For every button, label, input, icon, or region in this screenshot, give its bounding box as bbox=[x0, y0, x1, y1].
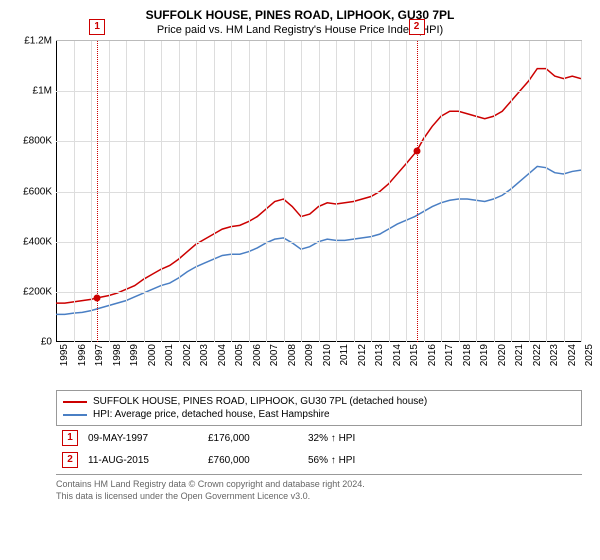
x-tick-label: 1996 bbox=[77, 344, 88, 366]
sale-row: 2 11-AUG-2015 £760,000 56% ↑ HPI bbox=[56, 448, 582, 470]
x-tick-label: 2020 bbox=[497, 344, 508, 366]
sale-vs-hpi: 32% ↑ HPI bbox=[308, 433, 355, 444]
x-tick-label: 2022 bbox=[532, 344, 543, 366]
y-tick-label: £0 bbox=[41, 337, 52, 348]
x-tick-label: 2017 bbox=[444, 344, 455, 366]
y-tick-label: £400K bbox=[23, 236, 52, 247]
x-tick-label: 2008 bbox=[287, 344, 298, 366]
sale-marker-point bbox=[94, 294, 101, 301]
legend-label: SUFFOLK HOUSE, PINES ROAD, LIPHOOK, GU30… bbox=[93, 396, 427, 407]
x-tick-label: 2010 bbox=[322, 344, 333, 366]
x-tick-label: 2006 bbox=[252, 344, 263, 366]
x-tick-label: 2016 bbox=[427, 344, 438, 366]
x-tick-label: 2018 bbox=[462, 344, 473, 366]
x-tick-label: 1998 bbox=[112, 344, 123, 366]
x-tick-label: 2024 bbox=[567, 344, 578, 366]
x-tick-label: 2013 bbox=[374, 344, 385, 366]
x-tick-label: 2000 bbox=[147, 344, 158, 366]
sale-row-badge: 2 bbox=[62, 452, 78, 468]
legend-swatch bbox=[63, 414, 87, 416]
sale-price: £176,000 bbox=[208, 433, 298, 444]
y-tick-label: £1.2M bbox=[24, 36, 52, 47]
y-tick-label: £800K bbox=[23, 136, 52, 147]
legend-item: HPI: Average price, detached house, East… bbox=[63, 408, 575, 421]
legend: SUFFOLK HOUSE, PINES ROAD, LIPHOOK, GU30… bbox=[56, 390, 582, 426]
x-tick-label: 2015 bbox=[409, 344, 420, 366]
x-tick-label: 2002 bbox=[182, 344, 193, 366]
sale-date: 09-MAY-1997 bbox=[88, 433, 198, 444]
sale-vs-hpi: 56% ↑ HPI bbox=[308, 455, 355, 466]
y-tick-label: £200K bbox=[23, 286, 52, 297]
footer-line-1: Contains HM Land Registry data © Crown c… bbox=[56, 479, 582, 491]
x-tick-label: 2007 bbox=[269, 344, 280, 366]
x-tick-label: 2019 bbox=[479, 344, 490, 366]
x-tick-label: 2023 bbox=[549, 344, 560, 366]
sale-marker-badge: 1 bbox=[89, 19, 105, 35]
x-tick-label: 2003 bbox=[199, 344, 210, 366]
footer: Contains HM Land Registry data © Crown c… bbox=[56, 474, 582, 502]
chart-container: SUFFOLK HOUSE, PINES ROAD, LIPHOOK, GU30… bbox=[0, 0, 600, 560]
x-tick-label: 2001 bbox=[164, 344, 175, 366]
y-tick-label: £1M bbox=[33, 86, 52, 97]
x-tick-label: 2004 bbox=[217, 344, 228, 366]
x-tick-label: 1995 bbox=[59, 344, 70, 366]
x-tick-label: 2009 bbox=[304, 344, 315, 366]
sale-price: £760,000 bbox=[208, 455, 298, 466]
x-tick-label: 2025 bbox=[584, 344, 595, 366]
sale-row: 1 09-MAY-1997 £176,000 32% ↑ HPI bbox=[56, 426, 582, 448]
x-tick-label: 2012 bbox=[357, 344, 368, 366]
legend-item: SUFFOLK HOUSE, PINES ROAD, LIPHOOK, GU30… bbox=[63, 395, 575, 408]
y-tick-label: £600K bbox=[23, 186, 52, 197]
x-tick-label: 2014 bbox=[392, 344, 403, 366]
legend-label: HPI: Average price, detached house, East… bbox=[93, 409, 330, 420]
sale-marker-line bbox=[417, 41, 418, 342]
footer-line-2: This data is licensed under the Open Gov… bbox=[56, 491, 582, 503]
sale-row-badge: 1 bbox=[62, 430, 78, 446]
sale-date: 11-AUG-2015 bbox=[88, 455, 198, 466]
plot-region: £0£200K£400K£600K£800K£1M£1.2M12 bbox=[56, 40, 582, 342]
x-tick-label: 2021 bbox=[514, 344, 525, 366]
x-tick-label: 1997 bbox=[94, 344, 105, 366]
x-tick-label: 2011 bbox=[339, 344, 350, 366]
sales-table: 1 09-MAY-1997 £176,000 32% ↑ HPI 2 11-AUG-201… bbox=[12, 426, 588, 470]
legend-swatch bbox=[63, 401, 87, 403]
x-tick-label: 2005 bbox=[234, 344, 245, 366]
x-tick-label: 1999 bbox=[129, 344, 140, 366]
sale-marker-point bbox=[413, 148, 420, 155]
chart-area: £0£200K£400K£600K£800K£1M£1.2M12 1995199… bbox=[56, 40, 582, 386]
x-axis-labels: 1995 1996 1997 1998 1999 2000 2001 2002 2003 2004… bbox=[56, 342, 582, 386]
sale-marker-badge: 2 bbox=[409, 19, 425, 35]
